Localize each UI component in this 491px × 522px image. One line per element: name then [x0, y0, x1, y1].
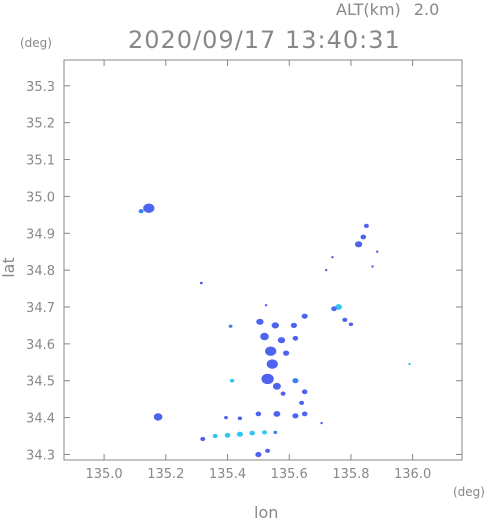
y-tick-label: 34.6: [26, 338, 55, 353]
echo-point: [363, 223, 369, 228]
echo-point: [212, 433, 218, 439]
echo-point: [264, 304, 268, 307]
y-tick-label: 34.3: [26, 448, 55, 463]
echo-point: [262, 430, 267, 435]
y-tick-label: 34.9: [26, 227, 55, 242]
echo-point: [292, 335, 299, 341]
echo-point: [200, 436, 206, 442]
echo-point: [228, 324, 233, 328]
echo-point: [277, 337, 286, 344]
echo-point: [273, 411, 281, 417]
echo-point: [255, 451, 262, 458]
echo-point: [255, 411, 262, 417]
echo-point: [260, 332, 269, 341]
echo-point: [229, 378, 235, 383]
y-tick-label: 34.5: [26, 375, 55, 390]
y-tick-label: 34.8: [26, 264, 55, 279]
echo-point: [292, 413, 299, 419]
echo-point: [265, 448, 271, 453]
x-axis-label: lon: [254, 503, 279, 522]
echo-point: [271, 322, 279, 329]
echo-point: [320, 421, 323, 425]
echo-point: [224, 416, 228, 420]
echo-point: [331, 306, 337, 312]
y-tick-label: 35.2: [26, 117, 55, 132]
echo-point: [256, 318, 264, 325]
y-tick-label: 35.1: [26, 154, 55, 169]
echo-point: [143, 203, 155, 213]
echo-point: [224, 432, 231, 438]
x-tick-label: 135.6: [271, 467, 308, 482]
y-tick-label: 34.4: [26, 412, 55, 427]
echo-point: [292, 378, 299, 384]
echo-point: [331, 256, 334, 259]
echo-point: [301, 411, 308, 417]
echo-point: [301, 313, 308, 319]
chart-timestamp: 2020/09/17 13:40:31: [128, 26, 401, 54]
x-tick-label: 135.0: [85, 467, 122, 482]
echo-point: [408, 362, 411, 366]
x-tick-label: 135.2: [147, 467, 184, 482]
echo-point: [249, 430, 255, 436]
echo-point: [335, 304, 342, 310]
echo-point: [273, 430, 278, 434]
echo-point: [236, 431, 243, 437]
y-tick-label: 34.7: [26, 301, 55, 316]
echo-point: [371, 265, 374, 268]
echo-point: [266, 359, 278, 369]
echo-point: [138, 209, 144, 214]
echo-point: [237, 416, 243, 421]
x-tick-label: 135.4: [209, 467, 246, 482]
x-unit-label: (deg): [453, 485, 485, 499]
echo-point: [360, 234, 367, 240]
echo-point: [153, 413, 163, 421]
echo-point: [290, 322, 297, 328]
echo-point: [325, 268, 328, 272]
echo-point: [261, 373, 274, 385]
echo-point: [301, 389, 308, 395]
y-unit-label: (deg): [20, 36, 52, 50]
altitude-label: ALT(km) 2.0: [336, 0, 439, 19]
altitude-value: 2.0: [413, 0, 440, 19]
echo-point: [283, 350, 290, 356]
echo-point: [348, 322, 354, 327]
echo-point: [280, 391, 286, 396]
echo-point: [376, 250, 379, 253]
echo-point: [299, 400, 305, 405]
echo-point: [354, 241, 363, 248]
y-tick-label: 35.3: [26, 80, 55, 95]
echo-point: [272, 382, 281, 390]
x-tick-label: 135.8: [332, 467, 369, 482]
altitude-label-text: ALT(km): [336, 0, 401, 19]
echo-point: [265, 346, 277, 356]
x-tick-label: 136.0: [394, 467, 431, 482]
y-tick-label: 35.0: [26, 190, 55, 205]
echo-point: [199, 281, 203, 285]
echo-point: [342, 317, 348, 322]
plot-frame: [63, 59, 463, 461]
